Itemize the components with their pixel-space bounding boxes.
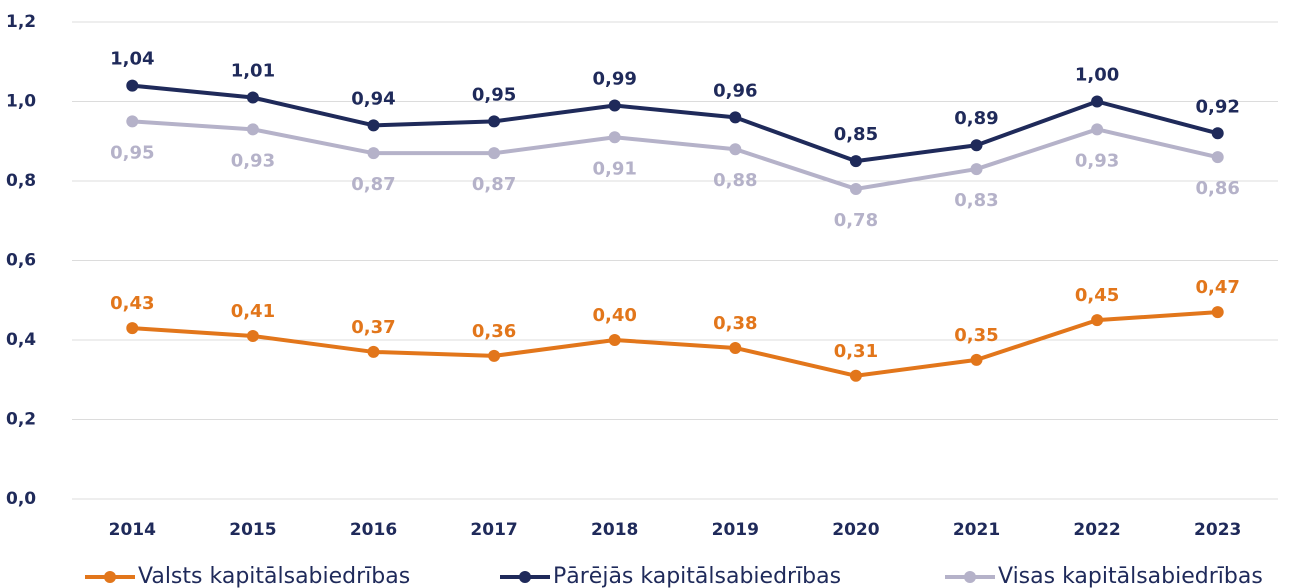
series-line [132, 83, 1219, 164]
point [1211, 306, 1224, 319]
series-line [132, 310, 1218, 378]
point [126, 322, 139, 335]
value-label: 1,01 [231, 61, 275, 82]
point [849, 155, 862, 168]
y-tick-label: 0,4 [6, 330, 36, 350]
x-tick-label: 2018 [591, 520, 638, 540]
point [488, 115, 501, 128]
x-tick-label: 2021 [953, 520, 1000, 540]
x-tick-label: 2019 [712, 520, 759, 540]
value-label: 0,78 [834, 210, 878, 231]
point [729, 341, 742, 354]
point [488, 349, 501, 362]
point [608, 334, 621, 346]
legend-label: Valsts kapitālsabiedrības [138, 564, 410, 588]
point [970, 353, 983, 366]
x-tick-label: 2022 [1073, 520, 1120, 540]
value-label: 0,85 [834, 124, 878, 145]
y-tick-label: 0,6 [6, 251, 36, 271]
point [1091, 314, 1104, 327]
value-label: 0,88 [713, 170, 757, 191]
value-label: 1,04 [110, 49, 154, 70]
legend-label: Pārējās kapitālsabiedrības [553, 564, 841, 588]
point [849, 369, 862, 382]
value-label: 0,99 [592, 68, 636, 89]
value-label: 0,36 [472, 321, 516, 342]
series-line [132, 119, 1219, 191]
point [1211, 127, 1224, 140]
point [126, 115, 139, 128]
point [1091, 95, 1104, 108]
value-label: 0,93 [1075, 150, 1119, 171]
value-label: 0,35 [954, 325, 998, 346]
point [246, 91, 259, 104]
value-label: 0,38 [713, 313, 757, 334]
point [970, 163, 983, 176]
value-label: 0,94 [351, 88, 395, 109]
y-tick-label: 0,2 [6, 410, 36, 430]
x-tick-label: 2015 [229, 520, 276, 540]
point [729, 143, 742, 156]
x-tick-label: 2014 [109, 520, 156, 540]
point [367, 345, 380, 358]
value-label: 0,43 [110, 293, 154, 314]
point [1211, 151, 1224, 164]
point [488, 147, 501, 160]
value-label: 0,45 [1075, 285, 1119, 306]
value-label: 0,93 [231, 150, 275, 171]
point [126, 79, 139, 92]
point [608, 131, 621, 144]
value-label: 0,87 [351, 174, 395, 195]
x-tick-label: 2017 [470, 520, 517, 540]
point [608, 99, 621, 112]
point [367, 147, 380, 160]
value-label: 0,31 [834, 341, 878, 362]
value-label: 0,92 [1195, 96, 1239, 117]
y-tick-label: 1,0 [6, 92, 36, 112]
point [246, 123, 259, 136]
value-label: 1,00 [1075, 65, 1119, 86]
value-label: 0,87 [472, 174, 516, 195]
legend-marker [519, 571, 531, 583]
point [849, 182, 862, 195]
point [729, 111, 742, 124]
value-label: 0,95 [110, 142, 154, 163]
y-tick-label: 0,8 [6, 171, 36, 191]
value-label: 0,41 [231, 301, 275, 322]
x-tick-label: 2023 [1194, 520, 1241, 540]
value-label: 0,95 [472, 84, 516, 105]
value-label: 0,91 [592, 158, 636, 179]
value-label: 0,37 [351, 317, 395, 338]
value-label: 0,96 [713, 80, 757, 101]
value-label: 0,86 [1195, 178, 1239, 199]
value-label: 0,83 [954, 190, 998, 211]
value-label: 0,47 [1195, 277, 1239, 298]
y-tick-label: 1,2 [6, 12, 36, 32]
point [367, 119, 380, 132]
point [970, 139, 983, 152]
legend-label: Visas kapitālsabiedrības [998, 564, 1263, 588]
x-tick-label: 2016 [350, 520, 397, 540]
legend-marker [104, 571, 116, 583]
x-tick-label: 2020 [832, 520, 879, 540]
y-tick-label: 0,0 [6, 489, 36, 509]
value-label: 0,89 [954, 108, 998, 129]
point [246, 330, 259, 343]
legend-marker [964, 571, 976, 583]
value-label: 0,40 [592, 305, 636, 326]
point [1091, 123, 1104, 136]
